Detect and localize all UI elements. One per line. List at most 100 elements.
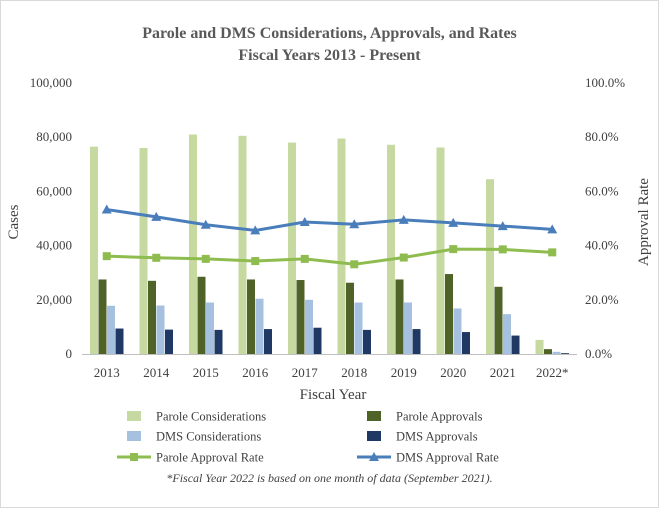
- x-tick-label: 2021: [490, 365, 516, 380]
- bar: [354, 302, 363, 354]
- series-line: [106, 208, 553, 232]
- data-point: [299, 217, 310, 227]
- y-axis-label: Cases: [6, 204, 22, 239]
- bar: [305, 299, 313, 354]
- legend-swatch: [127, 431, 141, 441]
- y2-tick-label: 80.0%: [585, 129, 619, 144]
- bar: [107, 305, 115, 354]
- bar: [264, 329, 272, 354]
- data-point: [250, 225, 261, 235]
- legend: Parole Considerations Parole Approvals DMS…: [117, 410, 499, 465]
- data-point: [448, 217, 459, 227]
- plot-area: 0 20,000 40,000 60,000 80,000 100,000 0.0% 20.0…: [30, 75, 626, 380]
- data-point: [349, 219, 360, 229]
- bar: [90, 146, 98, 354]
- bar: [462, 332, 470, 354]
- series-line: [106, 247, 553, 266]
- data-point: [300, 254, 309, 263]
- x-tick-label: 2020: [440, 365, 466, 380]
- x-tick-label: 2015: [193, 365, 219, 380]
- legend-marker: [130, 453, 138, 461]
- bar: [486, 179, 494, 354]
- bar: [453, 308, 462, 354]
- bar: [511, 335, 520, 354]
- data-point: [350, 260, 359, 269]
- x-tick-label: 2013: [94, 365, 120, 380]
- chart-footnote: *Fiscal Year 2022 is based on one month …: [166, 471, 492, 485]
- bar: [346, 282, 354, 354]
- data-point: [449, 245, 458, 254]
- data-point: [200, 219, 211, 229]
- legend-label: DMS Approval Rate: [396, 451, 499, 465]
- y2-tick-label: 0.0%: [585, 346, 612, 361]
- bar: [535, 339, 544, 354]
- legend-swatch: [127, 411, 141, 421]
- bar: [387, 144, 395, 354]
- x-tick-label: 2022*: [536, 365, 569, 380]
- y-tick-label: 40,000: [36, 238, 72, 253]
- y-tick-label: 60,000: [36, 183, 72, 198]
- legend-swatch: [367, 411, 381, 421]
- legend-label: Parole Considerations: [156, 410, 266, 424]
- data-point: [399, 253, 408, 262]
- bar: [445, 274, 453, 354]
- bar: [313, 327, 322, 354]
- bar: [363, 329, 371, 354]
- bar: [139, 148, 148, 354]
- y-tick-label: 100,000: [30, 75, 72, 90]
- bar: [296, 280, 305, 354]
- data-point: [548, 248, 557, 257]
- data-point: [498, 245, 507, 254]
- x-tick-label: 2016: [242, 365, 269, 380]
- y2-tick-label: 60.0%: [585, 183, 619, 198]
- x-tick-label: 2018: [341, 365, 367, 380]
- data-point: [547, 224, 558, 234]
- legend-label: DMS Considerations: [156, 430, 261, 444]
- y2-tick-label: 20.0%: [585, 292, 619, 307]
- data-point: [102, 252, 111, 261]
- y-tick-label: 0: [66, 346, 73, 361]
- bar: [544, 349, 552, 354]
- y2-tick-label: 40.0%: [585, 238, 619, 253]
- bar: [561, 353, 569, 354]
- bar: [148, 280, 156, 354]
- bar: [255, 298, 264, 354]
- bar: [189, 134, 197, 354]
- bar: [494, 286, 503, 354]
- bar: [214, 329, 223, 354]
- data-point: [497, 221, 508, 231]
- legend-label: DMS Approvals: [396, 430, 478, 444]
- data-point: [201, 254, 210, 263]
- bar: [197, 276, 206, 354]
- chart-subtitle: Fiscal Years 2013 - Present: [238, 47, 421, 64]
- bar: [247, 279, 255, 354]
- data-point: [398, 214, 409, 224]
- x-axis-label: Fiscal Year: [300, 387, 367, 403]
- y2-axis-label: Approval Rate: [636, 178, 652, 266]
- data-point: [101, 204, 112, 214]
- x-tick-label: 2014: [143, 365, 170, 380]
- x-tick-label: 2019: [391, 365, 417, 380]
- bar: [412, 329, 421, 354]
- bar: [238, 135, 247, 354]
- legend-swatch: [367, 431, 381, 441]
- bar: [156, 305, 165, 354]
- y-tick-label: 20,000: [36, 292, 72, 307]
- bar: [404, 302, 412, 354]
- legend-label: Parole Approval Rate: [156, 451, 264, 465]
- data-point: [152, 253, 161, 262]
- y2-tick-label: 100.0%: [585, 75, 625, 90]
- bar: [115, 328, 124, 354]
- x-tick-label: 2017: [292, 365, 319, 380]
- bar: [552, 351, 561, 354]
- bar: [288, 142, 296, 354]
- bar: [206, 302, 214, 354]
- legend-label: Parole Approvals: [396, 410, 483, 424]
- bar: [165, 329, 173, 354]
- chart-title: Parole and DMS Considerations, Approvals…: [142, 25, 517, 42]
- data-point: [251, 257, 260, 266]
- bar: [395, 279, 404, 354]
- legend-marker: [369, 452, 379, 461]
